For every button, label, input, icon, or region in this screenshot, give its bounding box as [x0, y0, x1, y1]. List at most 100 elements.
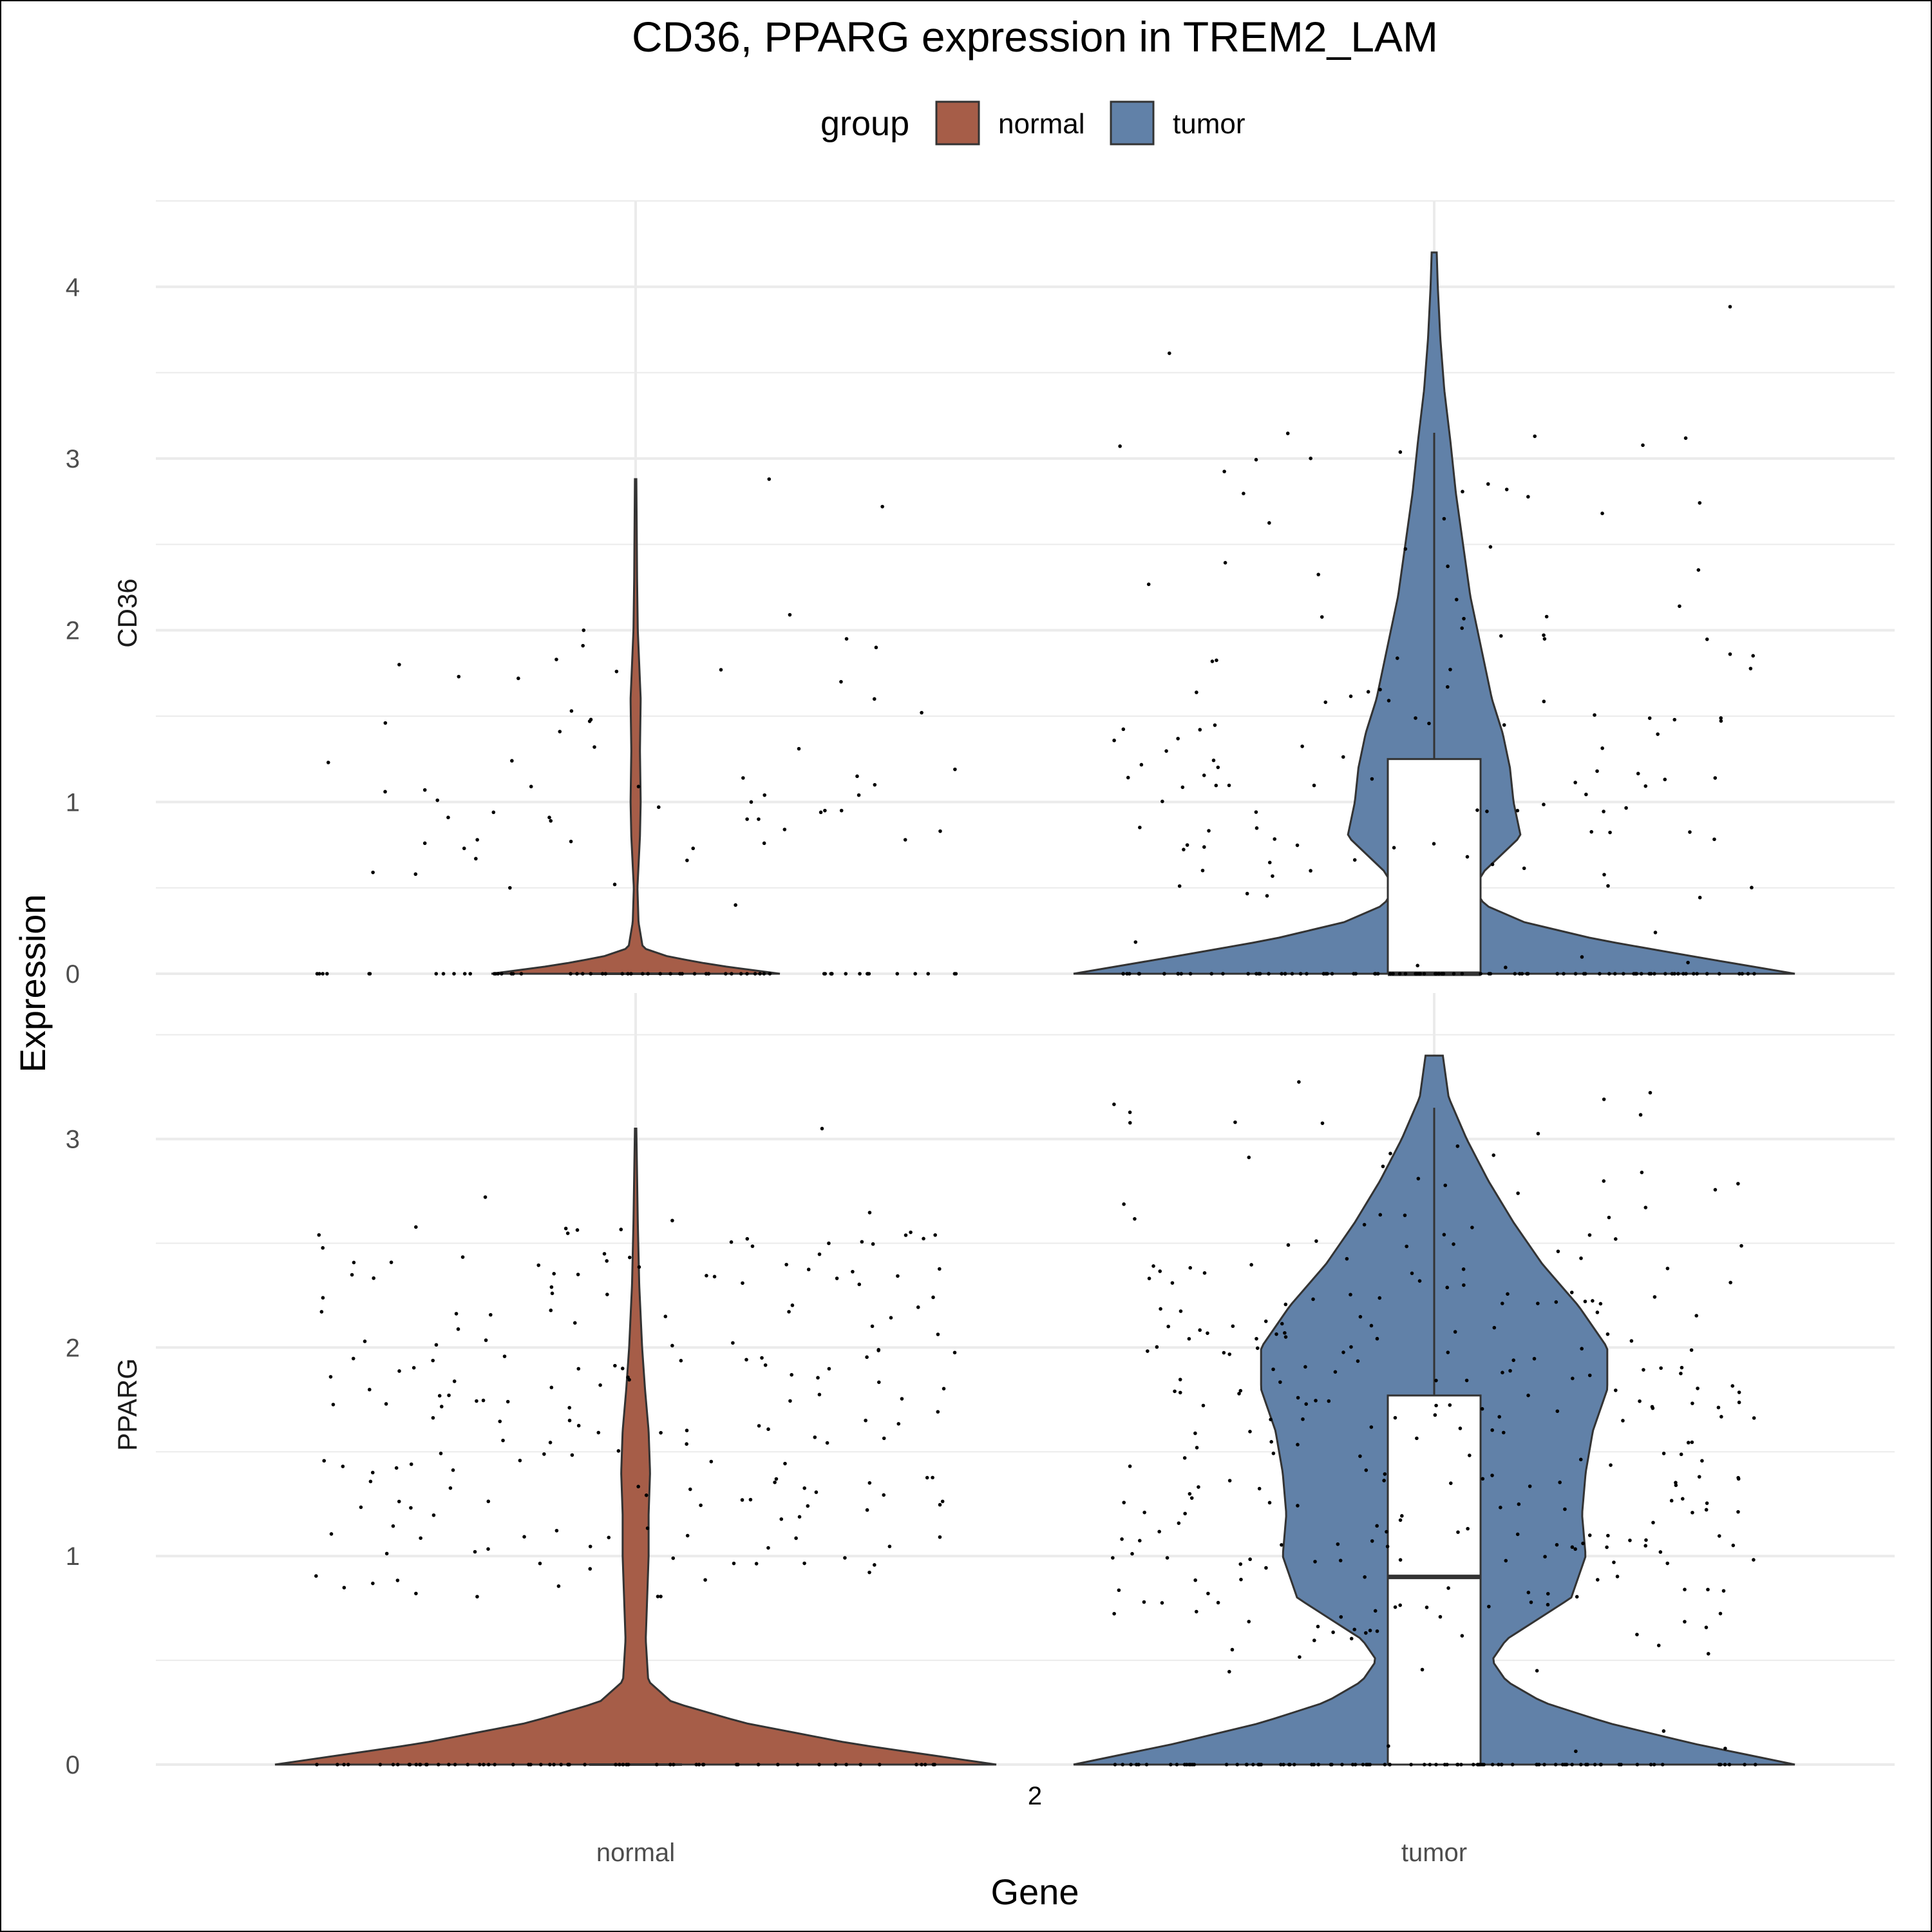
data-point-normal: [703, 1578, 707, 1582]
data-point-normal: [766, 1546, 770, 1550]
data-point-normal: [909, 1230, 913, 1235]
data-point-tumor: [1283, 1331, 1287, 1335]
data-point-tumor-zero: [1653, 972, 1656, 976]
data-point-tumor-zero: [1418, 972, 1423, 976]
data-point-normal: [538, 1561, 542, 1566]
data-point-tumor: [1415, 1436, 1419, 1441]
data-point-tumor: [1283, 1335, 1288, 1339]
data-point-tumor: [1111, 1556, 1115, 1560]
data-point-normal: [331, 1403, 336, 1406]
data-point-tumor-zero: [1224, 1763, 1229, 1766]
data-point-tumor-zero: [1209, 972, 1214, 976]
data-point-tumor-zero: [1593, 1763, 1597, 1766]
data-point-tumor-zero: [1490, 1763, 1495, 1766]
data-point-tumor: [1197, 1485, 1200, 1489]
data-point-normal: [920, 710, 923, 715]
data-point-normal: [486, 1499, 491, 1504]
data-point-normal: [688, 1487, 692, 1492]
data-point-tumor-zero: [1414, 972, 1417, 976]
data-point-tumor: [1504, 965, 1508, 970]
data-point-normal: [592, 745, 596, 749]
data-point-tumor: [1271, 874, 1274, 878]
y-tick-label: 2: [66, 617, 80, 645]
data-point-tumor: [1398, 1558, 1403, 1562]
data-point-tumor-zero: [1555, 972, 1560, 976]
data-point-normal-zero: [482, 1763, 486, 1766]
data-point-normal-zero: [745, 972, 749, 976]
data-point-tumor-zero: [1676, 972, 1680, 976]
data-point-tumor: [1721, 1589, 1726, 1593]
data-point-tumor-zero: [1497, 1763, 1501, 1766]
data-point-tumor: [1723, 1747, 1727, 1750]
box-tumor: [1387, 1394, 1482, 1766]
data-point-tumor: [1662, 1729, 1666, 1733]
data-point-normal: [435, 798, 440, 802]
data-point-normal: [636, 784, 641, 789]
data-point-tumor-zero: [1257, 972, 1261, 976]
data-point-tumor: [1448, 667, 1452, 672]
data-point-tumor-zero: [1376, 972, 1380, 976]
data-point-tumor-zero: [1121, 1763, 1125, 1766]
data-point-normal-zero: [621, 1763, 625, 1766]
data-point-tumor: [1516, 1191, 1520, 1195]
data-point-tumor: [1309, 869, 1312, 873]
data-point-normal: [488, 1312, 493, 1317]
data-point-tumor: [1504, 1558, 1508, 1563]
data-point-tumor: [1316, 573, 1320, 576]
data-point-tumor: [1542, 633, 1546, 638]
data-point-tumor-zero: [1598, 972, 1602, 976]
data-point-normal-zero: [509, 972, 514, 976]
data-point-tumor-zero: [1325, 972, 1329, 976]
data-point-normal-zero: [844, 972, 848, 976]
data-point-tumor: [1303, 1365, 1307, 1369]
data-point-normal: [933, 1233, 937, 1237]
data-point-tumor: [1502, 723, 1506, 727]
data-point-normal: [371, 1581, 375, 1586]
data-point-normal-zero: [833, 1763, 838, 1766]
data-point-normal: [757, 817, 761, 821]
data-point-tumor-zero: [1452, 972, 1456, 976]
data-point-tumor: [1674, 1481, 1678, 1485]
data-point-tumor-zero: [1113, 1763, 1117, 1766]
data-point-tumor: [1193, 1578, 1197, 1582]
data-point-tumor: [1526, 1591, 1531, 1595]
data-point-tumor: [1206, 1331, 1209, 1335]
data-point-normal-zero: [697, 1763, 701, 1766]
data-point-normal: [787, 1310, 791, 1314]
data-point-normal: [855, 774, 859, 779]
data-point-normal: [473, 1549, 477, 1554]
data-point-tumor: [1312, 1638, 1316, 1643]
chart-title: CD36, PPARG expression in TREM2_LAM: [632, 13, 1438, 61]
data-point-tumor: [1298, 1655, 1302, 1659]
data-point-tumor: [1696, 1387, 1700, 1390]
data-point-tumor: [1405, 1244, 1408, 1249]
data-point-normal: [731, 1341, 735, 1345]
data-point-normal-zero: [739, 972, 743, 976]
data-point-normal: [839, 808, 844, 813]
data-point-normal-zero: [424, 1763, 428, 1766]
data-point-tumor: [1442, 516, 1446, 521]
data-point-normal: [397, 663, 401, 667]
data-point-normal-zero: [589, 972, 593, 976]
data-point-normal-zero: [926, 972, 931, 976]
data-point-tumor: [1543, 1555, 1547, 1559]
data-point-normal-zero: [954, 972, 958, 976]
data-point-tumor: [1448, 1481, 1453, 1485]
data-point-normal-zero: [580, 972, 585, 976]
data-point-tumor: [1231, 1324, 1235, 1329]
data-point-tumor: [1267, 521, 1271, 525]
data-point-tumor: [1223, 561, 1227, 565]
data-point-normal: [867, 1211, 872, 1215]
data-point-tumor-zero: [1179, 972, 1184, 976]
data-point-tumor: [1719, 719, 1723, 723]
data-point-normal: [548, 1441, 553, 1444]
data-point-tumor: [1280, 1321, 1284, 1326]
data-point-tumor-zero: [1460, 972, 1464, 976]
data-point-tumor: [1398, 1603, 1402, 1607]
data-point-tumor-zero: [1705, 972, 1709, 976]
data-point-tumor: [1222, 469, 1226, 473]
data-point-tumor: [1338, 1558, 1343, 1562]
data-point-tumor: [1587, 1533, 1592, 1537]
data-point-tumor: [1165, 1556, 1170, 1560]
data-point-tumor-zero: [1329, 1763, 1333, 1766]
